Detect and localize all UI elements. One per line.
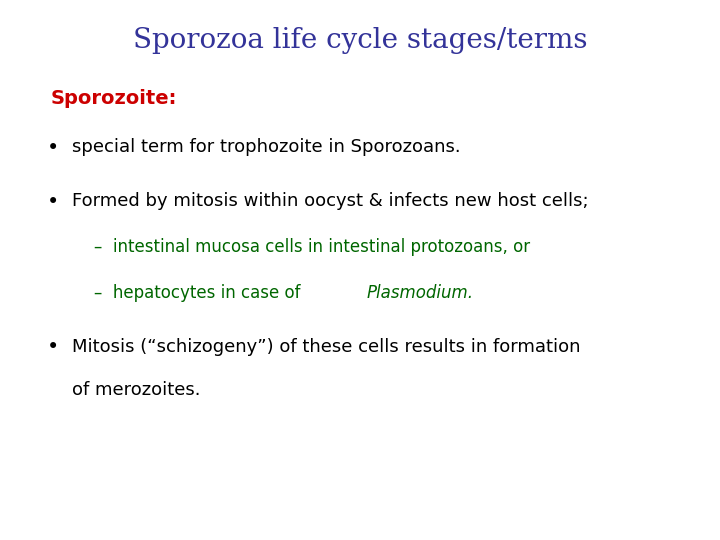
Text: Sporozoite:: Sporozoite: bbox=[50, 89, 177, 108]
Text: •: • bbox=[47, 338, 59, 357]
Text: Formed by mitosis within oocyst & infects new host cells;: Formed by mitosis within oocyst & infect… bbox=[72, 192, 589, 210]
Text: of merozoites.: of merozoites. bbox=[72, 381, 200, 399]
Text: Mitosis (“schizogeny”) of these cells results in formation: Mitosis (“schizogeny”) of these cells re… bbox=[72, 338, 580, 355]
Text: •: • bbox=[47, 138, 59, 158]
Text: special term for trophozoite in Sporozoans.: special term for trophozoite in Sporozoa… bbox=[72, 138, 461, 156]
Text: Plasmodium.: Plasmodium. bbox=[366, 284, 474, 301]
Text: –  hepatocytes in case of: – hepatocytes in case of bbox=[94, 284, 305, 301]
Text: –  intestinal mucosa cells in intestinal protozoans, or: – intestinal mucosa cells in intestinal … bbox=[94, 238, 530, 255]
Text: Sporozoa life cycle stages/terms: Sporozoa life cycle stages/terms bbox=[132, 27, 588, 54]
Text: •: • bbox=[47, 192, 59, 212]
